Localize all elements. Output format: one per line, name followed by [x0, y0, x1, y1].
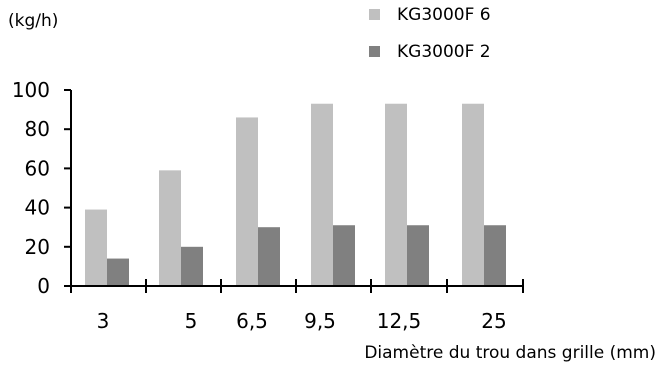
y-tick-label: 60: [25, 156, 50, 180]
x-tick-label: 5: [185, 309, 198, 333]
y-tick-label: 40: [25, 196, 50, 220]
bar-series2-3: [333, 225, 355, 286]
y-axis-ticks: 0 20 40 60 80 100: [12, 78, 71, 298]
bar-series2-5: [484, 225, 506, 286]
legend-swatch: [369, 46, 380, 57]
legend: KG3000F 6 KG3000F 2: [369, 5, 491, 62]
bar-series1-4: [385, 103, 407, 286]
bar-series1-2: [236, 117, 258, 286]
x-tick-label: 6,5: [236, 309, 268, 333]
x-tick-label: 12,5: [377, 309, 422, 333]
y-tick-label: 100: [12, 78, 50, 102]
x-axis-title: Diamètre du trou dans grille (mm): [364, 343, 656, 363]
y-tick-label: 0: [37, 274, 50, 298]
bar-series2-0: [107, 258, 129, 286]
x-tick-label: 9,5: [304, 309, 336, 333]
bar-series2-4: [407, 225, 429, 286]
bar-series1-1: [159, 170, 181, 286]
x-tick-label: 25: [481, 309, 506, 333]
x-axis-ticks: 3 5 6,5 9,5 12,5 25: [70, 279, 524, 333]
legend-label: KG3000F 6: [397, 5, 491, 25]
bar-series2-2: [258, 227, 280, 286]
y-tick-label: 80: [25, 117, 50, 141]
y-tick-label: 20: [25, 235, 50, 259]
bar-series2-1: [181, 246, 203, 286]
y-axis-label: (kg/h): [8, 11, 58, 31]
bar-series1-5: [462, 103, 484, 286]
bar-series1-3: [311, 103, 333, 286]
legend-label: KG3000F 2: [397, 42, 491, 62]
bars: [85, 103, 506, 286]
bar-series1-0: [85, 209, 107, 286]
x-tick-label: 3: [97, 309, 110, 333]
legend-swatch: [369, 9, 380, 20]
